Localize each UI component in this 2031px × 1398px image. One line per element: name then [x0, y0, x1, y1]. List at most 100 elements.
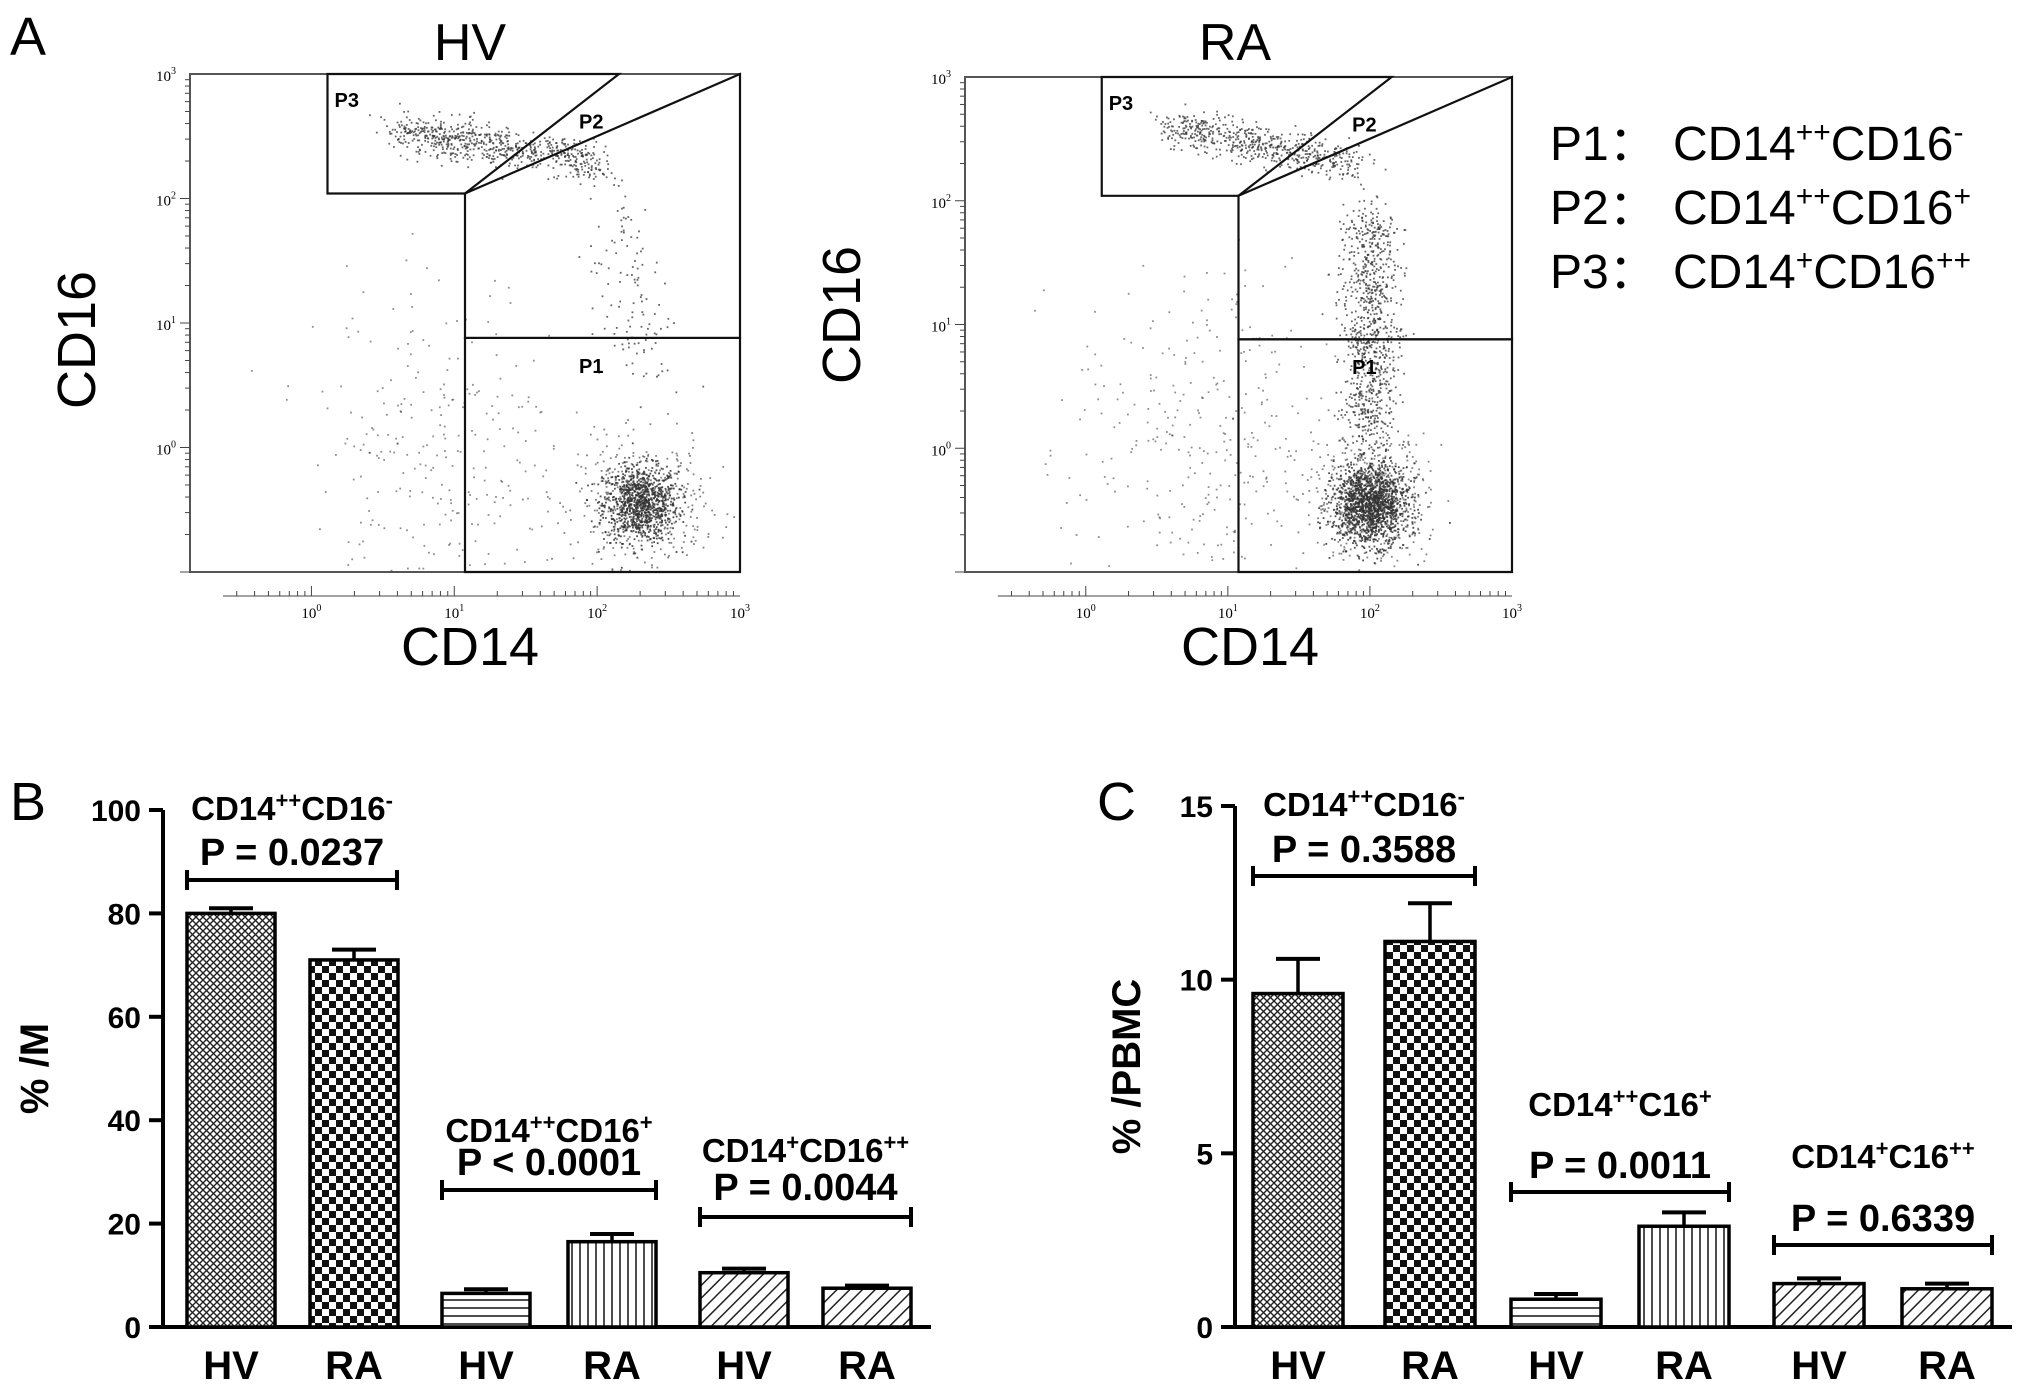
scatter-dot — [406, 132, 409, 134]
scatter-dot — [639, 520, 641, 523]
scatter-dot — [1360, 495, 1363, 497]
scatter-dot — [1348, 554, 1351, 557]
scatter-dot — [446, 369, 449, 371]
scatter-dot — [653, 523, 656, 526]
scatter-dot — [1360, 509, 1363, 511]
scatter-dot — [452, 148, 455, 150]
scatter-dot — [702, 546, 705, 549]
scatter-dot — [1355, 485, 1357, 487]
scatter-dot — [507, 286, 510, 289]
scatter-dot — [1384, 472, 1387, 475]
scatter-dot — [471, 118, 474, 121]
scatter-dot — [615, 497, 617, 500]
scatter-dot — [621, 488, 624, 491]
scatter-dot — [1393, 509, 1396, 512]
scatter-dot — [596, 159, 598, 162]
scatter-dot — [563, 151, 565, 154]
scatter-dot — [1372, 524, 1375, 526]
scatter-dot — [610, 522, 613, 524]
scatter-dot — [1387, 511, 1389, 513]
text-part: 10 — [587, 606, 602, 622]
scatter-dot — [1388, 472, 1391, 475]
scatter-dot — [1372, 538, 1375, 541]
scatter-dot — [637, 486, 640, 489]
scatter-dot — [1389, 505, 1392, 508]
scatter-dot — [1386, 284, 1388, 287]
scatter-dot — [1354, 457, 1357, 459]
scatter-dot — [654, 342, 657, 344]
scatter-dot — [643, 520, 646, 523]
text-part: 10 — [730, 606, 745, 622]
scatter-dot — [535, 405, 537, 408]
scatter-dot — [672, 516, 675, 519]
scatter-dot — [1343, 505, 1346, 508]
scatter-dot — [1354, 525, 1357, 527]
scatter-dot — [1372, 497, 1375, 500]
scatter-dot — [1354, 489, 1357, 491]
scatter-dot — [415, 122, 418, 124]
scatter-dot — [1401, 547, 1404, 550]
scatter-dot — [613, 507, 616, 510]
scatter-dot — [627, 216, 630, 218]
scatter-dot — [623, 535, 626, 537]
scatter-dot — [1366, 495, 1369, 497]
scatter-dot — [1338, 478, 1340, 481]
scatter-dot — [590, 158, 592, 161]
scatter-dot — [668, 490, 671, 492]
scatter-dot — [631, 463, 634, 466]
scatter-dot — [1388, 493, 1391, 495]
scatter-dot — [636, 473, 639, 476]
scatter-dot — [452, 398, 455, 401]
scatter-dot — [626, 482, 629, 484]
scatter-dot — [1390, 297, 1392, 300]
scatter-dot — [1382, 490, 1384, 493]
scatter-dot — [1325, 497, 1328, 500]
scatter-dot — [1363, 552, 1366, 554]
scatter-dot — [652, 510, 654, 512]
scatter-dot — [1316, 471, 1318, 474]
scatter-dot — [340, 385, 342, 388]
scatter-dot — [1394, 511, 1396, 514]
scatter-dot — [1342, 258, 1345, 261]
scatter-dot — [1350, 483, 1353, 486]
scatter-dot — [607, 267, 610, 270]
scatter-dot — [639, 484, 642, 486]
scatter-dot — [1369, 230, 1371, 232]
scatter-dot — [634, 521, 637, 524]
scatter-dot — [658, 529, 660, 532]
scatter-dot — [645, 517, 647, 519]
scatter-dot — [418, 139, 421, 142]
scatter-dot — [546, 496, 549, 498]
scatter-dot — [1410, 480, 1412, 482]
scatter-dot — [1393, 481, 1395, 484]
scatter-dot — [1354, 485, 1356, 488]
scatter-dot — [626, 546, 629, 549]
scatter-dot — [1367, 517, 1369, 520]
scatter-dot — [1340, 474, 1342, 477]
scatter-dot — [651, 488, 654, 490]
scatter-dot — [508, 162, 511, 165]
scatter-dot — [492, 160, 495, 163]
scatter-dot — [1367, 525, 1370, 528]
scatter-dot — [594, 262, 596, 265]
scatter-dot — [656, 460, 659, 462]
scatter-dot — [659, 469, 661, 472]
scatter-dot — [423, 125, 426, 128]
scatter-dot — [624, 511, 627, 514]
scatter-dot — [1417, 563, 1419, 566]
scatter-dot — [627, 513, 630, 516]
scatter-dot — [610, 492, 612, 495]
scatter-dot — [1357, 483, 1359, 485]
scatter-dot — [580, 152, 583, 154]
scatter-dot — [1404, 501, 1407, 504]
scatter-dot — [1342, 515, 1345, 518]
scatter-dot — [1335, 472, 1338, 475]
scatter-dot — [1363, 540, 1366, 543]
scatter-dot — [1406, 490, 1408, 493]
scatter-dot — [640, 544, 643, 547]
scatter-dot — [636, 480, 639, 483]
scatter-dot — [1361, 525, 1363, 527]
scatter-dot — [1370, 466, 1373, 468]
scatter-dot — [1382, 457, 1384, 460]
scatter-dot — [1317, 517, 1319, 520]
